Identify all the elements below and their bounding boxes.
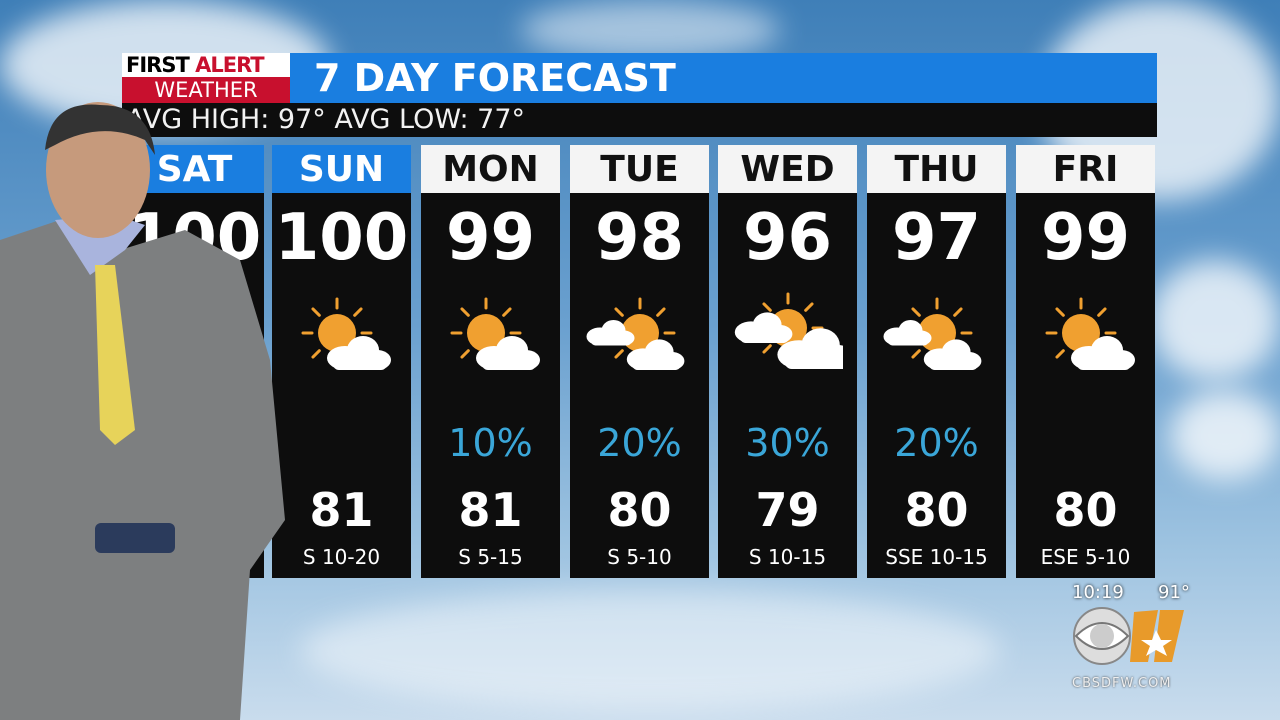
low-temp: 80 <box>607 483 672 537</box>
precip-chance: 30% <box>745 421 830 465</box>
day-label: MON <box>421 145 560 193</box>
logo-alert: ALERT <box>195 53 265 77</box>
cbs11-logo <box>1073 607 1184 665</box>
wind: S 5-15 <box>458 545 523 569</box>
precip-chance: 20% <box>597 421 682 465</box>
day-column-fri: FRI 99 80 ESE 5-10 <box>1016 145 1155 578</box>
high-temp: 98 <box>594 201 685 275</box>
day-column-mon: MON 99 10% 81 S 5-15 <box>421 145 560 578</box>
low-temp: 80 <box>1053 483 1118 537</box>
page-title: 7 DAY FORECAST <box>290 53 1157 103</box>
low-temp: 81 <box>458 483 523 537</box>
wind: S 10-20 <box>302 545 381 569</box>
logo-first: FIRST <box>126 53 190 77</box>
day-label: TUE <box>570 145 709 193</box>
wind: ESE 5-10 <box>1040 545 1131 569</box>
presenter <box>0 102 285 720</box>
cloud <box>520 0 780 60</box>
precip-chance: 20% <box>894 421 979 465</box>
high-temp: 97 <box>891 201 982 275</box>
cloud <box>1150 260 1280 380</box>
high-temp: 99 <box>1040 201 1131 275</box>
low-temp: 79 <box>755 483 820 537</box>
cloud <box>1170 390 1280 480</box>
wind: S 10-15 <box>748 545 827 569</box>
clock: 10:19 <box>1072 582 1124 603</box>
sun-two-clouds-icon <box>586 297 685 370</box>
day-label: THU <box>867 145 1006 193</box>
sun-cloud-icon <box>1045 297 1135 370</box>
low-temp: 80 <box>904 483 969 537</box>
high-temp: 100 <box>274 201 409 275</box>
day-column-wed: WED 96 30% 79 S 10-15 <box>718 145 857 578</box>
sun-two-clouds-icon <box>883 297 982 370</box>
precip-chance: 10% <box>448 421 533 465</box>
high-temp: 96 <box>742 201 833 275</box>
day-column-tue: TUE 98 20% 80 S 5-10 <box>570 145 709 578</box>
wind: SSE 10-15 <box>885 545 988 569</box>
sun-cloud-icon <box>301 297 391 370</box>
sun-cloud-icon <box>450 297 540 370</box>
day-label: SUN <box>272 145 411 193</box>
first-alert-weather-logo: FIRST ALERT WEATHER <box>122 53 290 103</box>
current-temp: 91° <box>1158 582 1190 603</box>
high-temp: 99 <box>445 201 536 275</box>
low-temp: 81 <box>309 483 374 537</box>
day-label: WED <box>718 145 857 193</box>
day-label: FRI <box>1016 145 1155 193</box>
day-column-sun: SUN 100 81 S 10-20 <box>272 145 411 578</box>
day-column-thu: THU 97 20% 80 SSE 10-15 <box>867 145 1006 578</box>
cloud <box>300 590 1000 710</box>
logo-weather: WEATHER <box>122 77 290 103</box>
wind: S 5-10 <box>607 545 672 569</box>
averages-bar: AVG HIGH: 97° AVG LOW: 77° <box>122 103 1157 137</box>
station-url: CBSDFW.COM <box>1072 676 1172 691</box>
mostly-cloudy-icon <box>734 292 843 369</box>
